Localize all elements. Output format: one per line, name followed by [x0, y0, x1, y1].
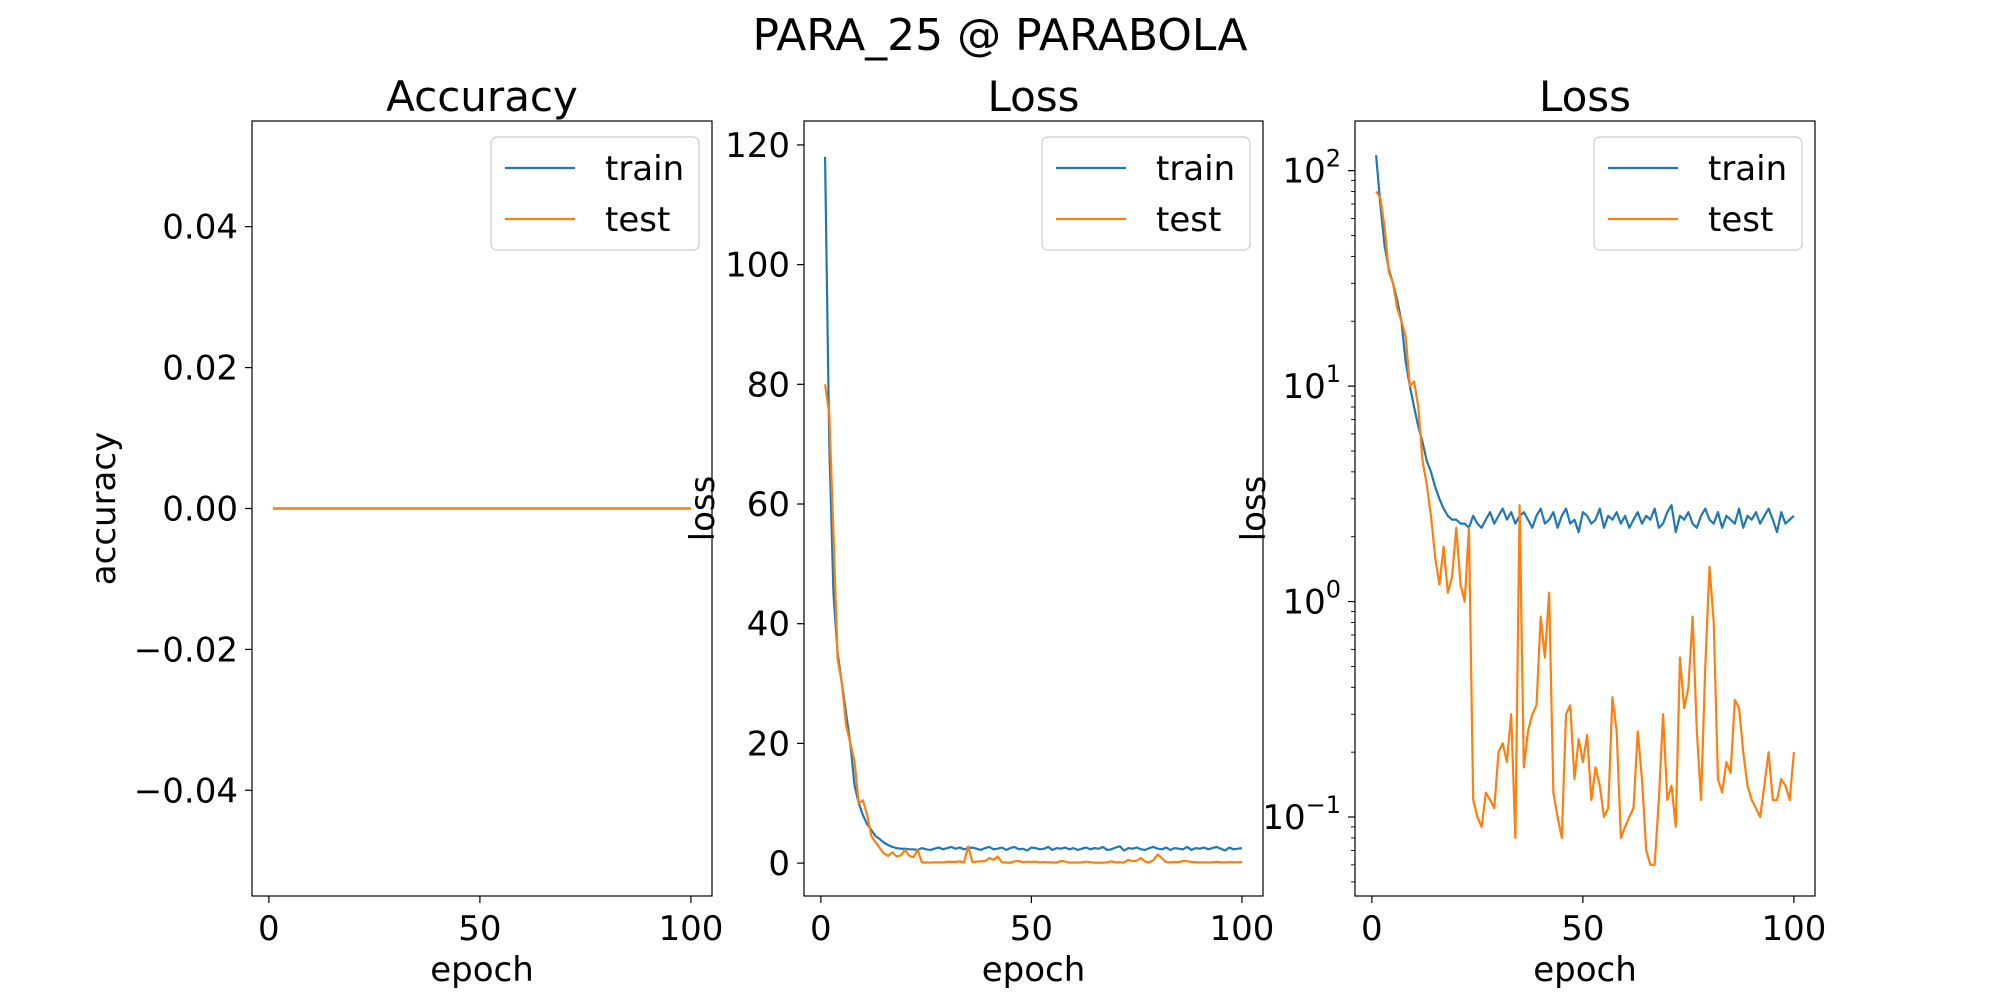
legend-label-test: test — [1708, 200, 1773, 240]
figure-suptitle: PARA_25 @ PARABOLA — [752, 10, 1247, 61]
y-tick-label-exponent: 2 — [1326, 145, 1341, 173]
x-tick-label: 0 — [1361, 909, 1383, 949]
legend-box — [1593, 136, 1803, 251]
legend-label-train: train — [1708, 149, 1787, 189]
x-axis-label: epoch — [430, 950, 534, 990]
y-tick-label: 10−1 — [1262, 791, 1341, 838]
axes-frame — [803, 120, 1264, 897]
axes-frame — [1354, 120, 1816, 897]
x-tick-label: 50 — [1561, 909, 1604, 949]
y-tick-label-base: 10 — [1282, 583, 1325, 623]
x-tick-label: 50 — [1010, 909, 1053, 949]
chart-title: Accuracy — [386, 72, 578, 121]
y-tick-label: 20 — [747, 724, 790, 764]
series-group — [1375, 155, 1795, 866]
chart-title: Loss — [987, 72, 1079, 121]
y-tick-label: 0.00 — [162, 490, 238, 530]
y-tick-label-base: 10 — [1282, 367, 1325, 407]
x-axis-label: epoch — [1533, 950, 1637, 990]
y-axis-label: loss — [1234, 476, 1274, 542]
x-axis-label: epoch — [982, 950, 1086, 990]
x-tick-label: 0 — [810, 909, 832, 949]
y-tick-label: 101 — [1282, 360, 1341, 407]
chart-title: Loss — [1539, 72, 1631, 121]
y-tick-label: 60 — [747, 485, 790, 525]
y-tick-label: 0.04 — [162, 208, 238, 248]
y-tick-label: 80 — [747, 365, 790, 405]
x-tick-label: 100 — [1761, 909, 1826, 949]
y-tick-label: 40 — [747, 605, 790, 645]
legend: train test — [1593, 136, 1803, 251]
legend-label-test: test — [1156, 200, 1221, 240]
y-tick-label: 0 — [768, 844, 790, 884]
series-group — [823, 156, 1243, 864]
y-tick-label: 100 — [725, 246, 790, 286]
legend-box — [1041, 136, 1251, 251]
y-tick-label-exponent: 0 — [1326, 576, 1341, 604]
y-tick-label: 120 — [725, 126, 790, 166]
x-tick-label: 100 — [658, 909, 723, 949]
y-tick-label-base: 10 — [1282, 152, 1325, 192]
series-line-test — [823, 384, 1243, 864]
y-tick-label-exponent: −1 — [1306, 791, 1341, 819]
y-tick-label-base: 10 — [1262, 798, 1305, 838]
x-tick-label: 0 — [258, 909, 280, 949]
series-line-train — [823, 156, 1243, 852]
x-tick-label: 100 — [1209, 909, 1274, 949]
legend: train test — [490, 136, 700, 251]
legend-label-test: test — [605, 200, 670, 240]
chart-panel-0: Accuracy 0 50 100 0.04 0.02 0.00 −0.02 −0.04 epoc… — [84, 72, 723, 990]
x-tick-label: 50 — [458, 909, 501, 949]
y-tick-label: −0.02 — [134, 630, 238, 670]
y-tick-label: 0.02 — [162, 349, 238, 389]
legend-label-train: train — [605, 149, 684, 189]
y-axis-label: accuracy — [84, 432, 124, 585]
series-line-train — [1375, 155, 1795, 534]
legend-label-train: train — [1156, 149, 1235, 189]
y-tick-label: 102 — [1282, 145, 1341, 192]
y-tick-label: −0.04 — [134, 771, 238, 811]
series-line-test — [1375, 190, 1795, 866]
legend-box — [490, 136, 700, 251]
y-tick-label-exponent: 1 — [1326, 360, 1341, 388]
y-tick-label: 100 — [1282, 576, 1341, 623]
y-axis-label: loss — [683, 476, 723, 542]
legend: train test — [1041, 136, 1251, 251]
